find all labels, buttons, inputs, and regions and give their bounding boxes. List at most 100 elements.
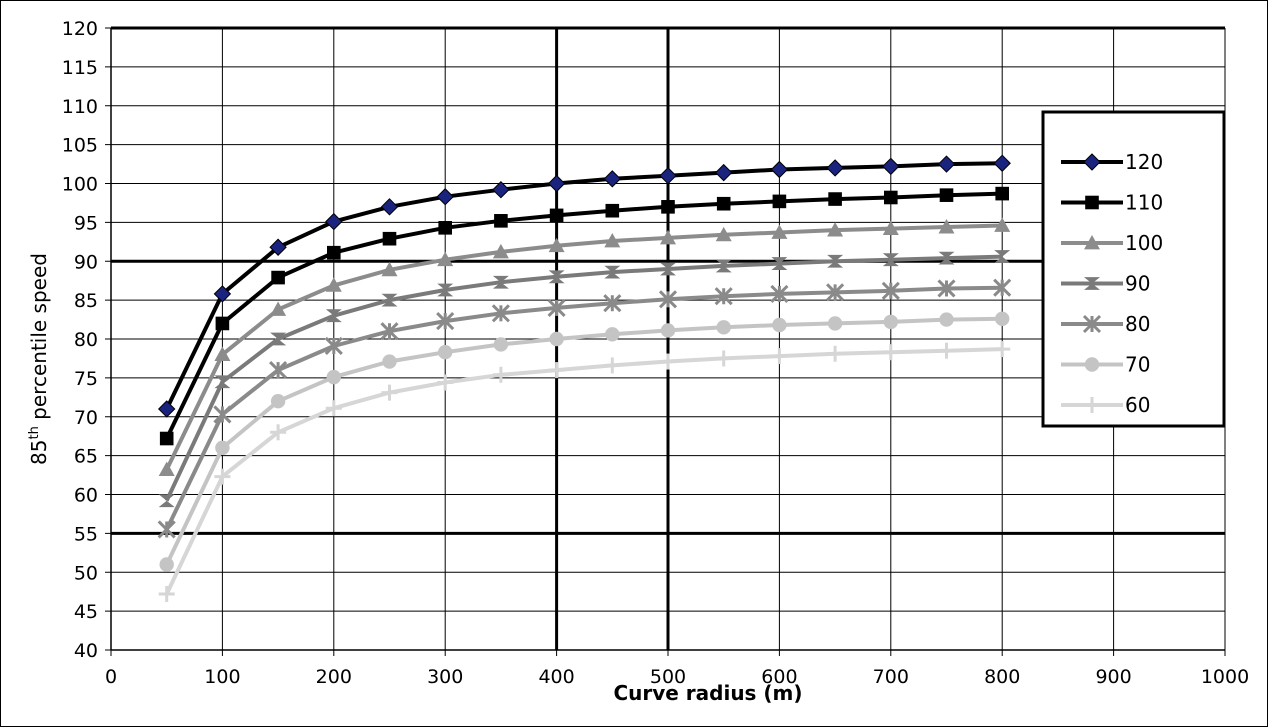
data-point	[493, 337, 509, 352]
data-point	[883, 314, 898, 330]
series-lines	[157, 154, 1012, 603]
y-tick-label: 60	[74, 485, 98, 507]
data-point	[437, 251, 454, 267]
data-point	[381, 293, 398, 307]
legend-item-110: 110	[1061, 191, 1163, 215]
data-point	[884, 190, 898, 205]
data-point	[380, 322, 399, 341]
data-point	[604, 357, 621, 374]
data-point	[881, 281, 900, 300]
data-point	[436, 312, 455, 331]
legend: 120 110 100 90 80 70 60	[1041, 110, 1226, 428]
data-point	[882, 157, 900, 176]
data-point	[994, 341, 1011, 358]
data-point	[437, 283, 454, 297]
data-point	[326, 369, 341, 385]
data-point	[938, 251, 955, 265]
y-tick-label: 100	[62, 174, 98, 196]
data-point	[827, 254, 844, 268]
data-point	[492, 275, 509, 289]
series-100	[158, 217, 1011, 477]
data-point	[882, 220, 899, 235]
data-point	[547, 298, 566, 317]
x-tick-label: 1000	[1201, 666, 1249, 688]
x-tick-label: 0	[105, 666, 117, 688]
legend-marker	[1084, 397, 1100, 413]
x-tick-label: 200	[316, 666, 352, 688]
data-point	[213, 285, 232, 303]
y-tick-label: 120	[62, 18, 98, 40]
data-point	[826, 159, 844, 177]
data-point	[714, 163, 733, 182]
data-point	[995, 311, 1010, 326]
data-point	[939, 188, 954, 202]
legend-marker	[1085, 195, 1099, 210]
data-point	[771, 224, 788, 239]
x-tick-label: 100	[204, 666, 240, 688]
legend-item-100: 100	[1061, 231, 1163, 255]
data-point	[492, 181, 510, 199]
data-point	[603, 294, 622, 313]
data-point	[382, 231, 397, 246]
data-point	[270, 424, 287, 441]
data-point	[605, 203, 620, 218]
data-point	[269, 238, 287, 256]
data-point	[158, 494, 175, 508]
data-point	[716, 196, 731, 211]
data-point	[271, 270, 285, 285]
legend-item-90: 90	[1061, 272, 1150, 296]
data-point	[604, 265, 621, 279]
x-tick-label: 700	[873, 666, 909, 688]
data-point	[438, 221, 452, 235]
data-point	[604, 233, 621, 248]
data-point	[158, 461, 175, 477]
data-point	[549, 331, 564, 347]
axes: 40 45 50 55 60 65 70 75 80 85 90 95 100 105 110 115 120 0…	[62, 18, 1249, 688]
series-line-80	[164, 285, 1003, 531]
legend-label: 90	[1125, 272, 1150, 296]
data-point	[660, 229, 676, 245]
data-point	[436, 188, 454, 206]
series-line-120	[164, 161, 1003, 410]
data-point	[270, 394, 286, 409]
y-axis-title-main: 85	[27, 440, 51, 465]
y-tick-label: 50	[74, 562, 98, 584]
series-80	[157, 278, 1012, 539]
y-tick-label: 115	[62, 57, 98, 79]
legend-label: 80	[1125, 312, 1150, 336]
y-tick-label: 40	[74, 640, 98, 662]
data-point	[214, 375, 231, 389]
y-tick-label: 75	[74, 368, 98, 390]
y-tick-label: 80	[74, 329, 98, 351]
data-point	[993, 154, 1011, 172]
series-90	[158, 250, 1011, 508]
y-tick-label: 65	[74, 446, 98, 468]
data-point	[492, 243, 509, 259]
x-tick-label: 500	[650, 666, 686, 688]
data-point	[772, 194, 787, 209]
data-point	[826, 283, 845, 302]
data-point	[157, 400, 176, 418]
series-line-100	[164, 223, 1003, 471]
data-point	[269, 361, 288, 380]
data-point	[715, 350, 732, 367]
data-point	[994, 250, 1011, 263]
data-point	[325, 212, 343, 231]
legend-marker	[1084, 277, 1100, 290]
series-60	[158, 341, 1011, 603]
y-tick-label: 95	[74, 212, 98, 234]
data-point	[939, 312, 954, 327]
data-point	[494, 214, 508, 228]
data-point	[325, 309, 342, 323]
legend-item-120: 120	[1061, 150, 1163, 174]
data-point	[381, 261, 398, 277]
legend-marker	[1083, 153, 1101, 171]
data-point	[660, 353, 676, 370]
y-tick-label: 70	[74, 407, 98, 429]
data-point	[548, 237, 565, 253]
series-110	[159, 186, 1009, 446]
y-axis-title: 85th percentile speed	[27, 253, 51, 465]
series-120	[157, 154, 1011, 418]
data-point	[214, 346, 231, 361]
